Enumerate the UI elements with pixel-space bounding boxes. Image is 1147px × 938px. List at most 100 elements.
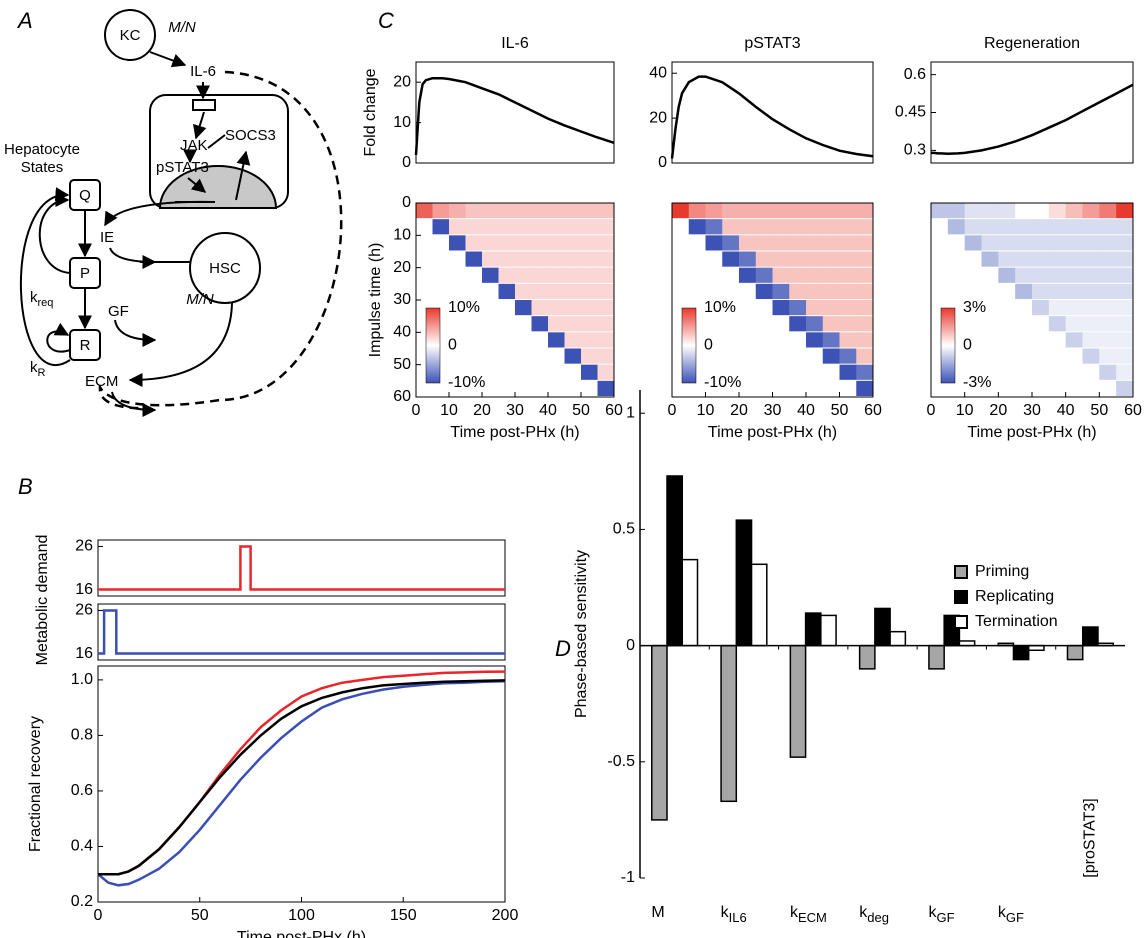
heat-cell bbox=[998, 219, 1016, 235]
feedback bbox=[98, 70, 343, 410]
heat-cell bbox=[564, 332, 582, 348]
heat-cell bbox=[739, 251, 757, 267]
line bbox=[98, 609, 505, 655]
heat-cell bbox=[449, 219, 466, 235]
line bbox=[414, 76, 615, 155]
arrow bbox=[114, 319, 157, 347]
y-tick-label: 16 bbox=[75, 581, 93, 598]
line bbox=[97, 680, 506, 887]
heat-cell bbox=[789, 219, 807, 235]
line bbox=[98, 545, 505, 591]
heat-cell bbox=[597, 267, 615, 283]
heat-cell bbox=[772, 300, 790, 316]
heat-cell bbox=[482, 251, 499, 267]
arrow bbox=[111, 391, 157, 417]
heat-cell bbox=[1082, 316, 1100, 332]
y-tick-label: 0.5 bbox=[613, 521, 635, 538]
heat-cell bbox=[806, 316, 824, 332]
heat-cell bbox=[531, 219, 549, 235]
heat-cell bbox=[839, 316, 857, 332]
heat-cell bbox=[1116, 235, 1134, 251]
heat-cell bbox=[465, 203, 483, 219]
heat-cell bbox=[839, 235, 857, 251]
y-tick-label: 30 bbox=[393, 291, 411, 308]
heat-cell bbox=[856, 364, 874, 380]
arrow bbox=[128, 302, 233, 387]
heat-cell bbox=[1065, 283, 1083, 299]
y-tick-label: 0 bbox=[626, 637, 635, 654]
heat-cell bbox=[1015, 203, 1033, 219]
x-tick-label: 60 bbox=[1124, 402, 1142, 419]
heat-cell bbox=[1015, 235, 1033, 251]
arrow bbox=[193, 111, 207, 140]
heat-cell bbox=[498, 203, 516, 219]
heat-cell bbox=[856, 203, 874, 219]
y-tick-label: 1 bbox=[626, 404, 635, 421]
heat-cell bbox=[1015, 251, 1033, 267]
x-tick-label: 50 bbox=[831, 402, 849, 419]
heat-cell bbox=[581, 364, 598, 380]
node-label: IE bbox=[100, 229, 114, 246]
heat-cell bbox=[822, 348, 840, 364]
heat-cell bbox=[981, 235, 999, 251]
x-tick-label: 150 bbox=[390, 907, 417, 924]
heat-cell bbox=[432, 203, 450, 219]
chart-title: Regeneration bbox=[984, 35, 1080, 52]
y-tick-label: 1.0 bbox=[71, 671, 93, 688]
rate-label: kreq bbox=[30, 289, 53, 309]
heat-cell bbox=[789, 251, 807, 267]
heat-cell bbox=[449, 203, 466, 219]
mn-label: M/N bbox=[186, 291, 214, 308]
bar bbox=[735, 519, 753, 647]
bar bbox=[889, 630, 907, 647]
heat-cell bbox=[1099, 219, 1117, 235]
heat-cell bbox=[548, 203, 565, 219]
arrow bbox=[19, 187, 71, 366]
heat-cell bbox=[806, 300, 824, 316]
line bbox=[98, 670, 506, 876]
x-tick-label: kECM bbox=[790, 904, 827, 925]
heat-cell bbox=[531, 235, 549, 251]
y-tick-label: 0 bbox=[658, 154, 667, 171]
heat-cell bbox=[688, 219, 706, 235]
heat-cell bbox=[597, 219, 615, 235]
x-tick-label: 60 bbox=[605, 402, 623, 419]
y-tick-label: 0.3 bbox=[904, 142, 926, 159]
y-tick-label: 0.6 bbox=[904, 66, 926, 83]
heat-cell bbox=[498, 219, 516, 235]
heat-cell bbox=[806, 235, 824, 251]
bar bbox=[666, 475, 684, 647]
heat-cell bbox=[548, 300, 565, 316]
heat-cell bbox=[1015, 219, 1033, 235]
bar bbox=[750, 563, 768, 647]
heat-cell bbox=[1099, 364, 1117, 380]
colorbar-label: 10% bbox=[704, 299, 736, 316]
y-tick-label: 26 bbox=[75, 538, 93, 555]
heat-cell bbox=[482, 235, 499, 251]
heat-cell bbox=[822, 251, 840, 267]
bar bbox=[858, 644, 876, 670]
heat-cell bbox=[839, 332, 857, 348]
axes-box bbox=[671, 61, 874, 164]
category-sub: GF bbox=[1006, 910, 1024, 925]
x-tick-label: 50 bbox=[191, 907, 209, 924]
heat-cell bbox=[806, 251, 824, 267]
heat-cell bbox=[722, 219, 740, 235]
x-tick-label: 0 bbox=[94, 907, 103, 924]
colorbar-label: -10% bbox=[448, 374, 485, 391]
heat-cell bbox=[822, 203, 840, 219]
heat-cell bbox=[581, 348, 598, 364]
heat-cell bbox=[856, 332, 874, 348]
heat-cell bbox=[947, 203, 965, 219]
heat-cell bbox=[564, 348, 582, 364]
colorbar bbox=[940, 307, 956, 384]
bar bbox=[681, 558, 699, 647]
heat-cell bbox=[515, 235, 532, 251]
heat-cell bbox=[806, 332, 824, 348]
heat-cell bbox=[531, 283, 549, 299]
heat-cell bbox=[1082, 348, 1100, 364]
heat-cell bbox=[531, 300, 549, 316]
heat-cell bbox=[1116, 283, 1134, 299]
heat-cell bbox=[839, 364, 857, 380]
